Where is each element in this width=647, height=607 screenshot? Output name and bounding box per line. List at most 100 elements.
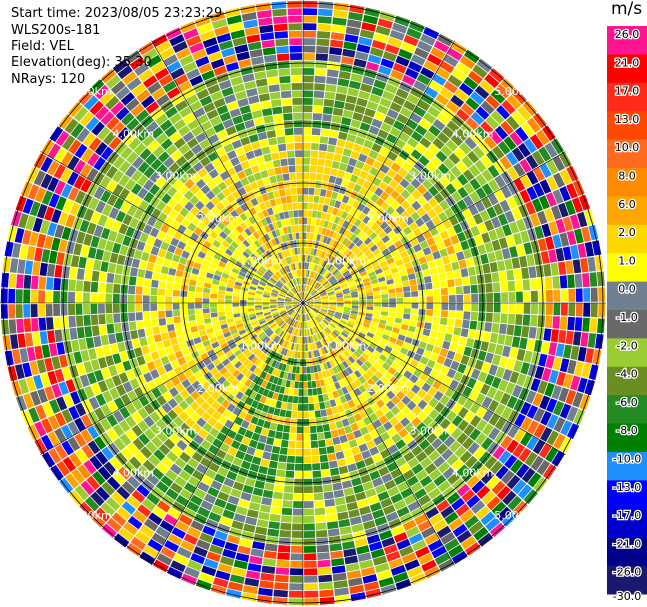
velocity-cell	[267, 406, 275, 415]
velocity-cell	[95, 346, 105, 358]
velocity-cell	[351, 294, 359, 298]
velocity-cell	[411, 463, 424, 475]
velocity-cell	[176, 47, 191, 60]
velocity-cell	[157, 212, 168, 223]
velocity-cell	[294, 336, 298, 344]
velocity-cell	[303, 463, 312, 471]
velocity-cell	[332, 107, 344, 117]
velocity-cell	[100, 146, 114, 161]
velocity-cell	[437, 132, 450, 144]
velocity-cell	[241, 314, 249, 320]
velocity-cell	[473, 526, 489, 541]
velocity-cell	[67, 436, 81, 452]
velocity-cell	[245, 350, 253, 359]
velocity-cell	[216, 72, 230, 83]
velocity-cell	[244, 26, 260, 36]
velocity-cell	[528, 266, 537, 279]
velocity-cell	[301, 307, 303, 314]
velocity-cell	[271, 311, 279, 315]
velocity-cell	[248, 291, 256, 296]
velocity-cell	[346, 222, 354, 231]
velocity-cell	[335, 364, 342, 373]
velocity-cell	[282, 203, 288, 212]
velocity-cell	[36, 203, 48, 219]
velocity-cell	[469, 320, 478, 330]
velocity-cell	[93, 336, 102, 348]
velocity-cell	[33, 374, 44, 390]
velocity-cell	[113, 437, 126, 451]
velocity-cell	[287, 372, 292, 380]
velocity-cell	[381, 235, 390, 244]
velocity-cell	[265, 329, 273, 336]
velocity-cell	[150, 158, 163, 171]
velocity-cell	[495, 226, 505, 239]
velocity-cell	[268, 341, 275, 348]
velocity-cell	[311, 290, 318, 296]
velocity-cell	[489, 130, 503, 145]
velocity-cell	[480, 511, 496, 526]
velocity-cell	[457, 407, 469, 419]
velocity-cell	[411, 54, 426, 66]
velocity-cell	[316, 341, 321, 349]
velocity-cell	[304, 329, 307, 337]
velocity-cell	[446, 453, 459, 466]
velocity-cell	[316, 166, 324, 174]
velocity-cell	[351, 477, 362, 487]
velocity-cell	[192, 49, 207, 61]
velocity-cell	[371, 86, 384, 97]
velocity-cell	[245, 150, 255, 160]
velocity-cell	[445, 271, 454, 280]
velocity-cell	[332, 207, 339, 216]
velocity-cell	[415, 271, 424, 279]
velocity-cell	[523, 242, 533, 255]
velocity-cell	[234, 44, 249, 54]
velocity-cell	[372, 477, 384, 488]
velocity-cell	[543, 328, 552, 342]
velocity-cell	[190, 494, 203, 506]
velocity-cell	[167, 507, 182, 520]
velocity-cell	[523, 216, 534, 230]
velocity-cell	[434, 402, 445, 413]
velocity-cell	[334, 286, 341, 291]
velocity-cell	[384, 438, 395, 448]
velocity-cell	[271, 446, 281, 454]
velocity-cell	[403, 226, 412, 236]
velocity-cell	[245, 397, 254, 406]
velocity-cell	[530, 378, 541, 392]
velocity-cell	[261, 108, 273, 117]
velocity-cell	[275, 271, 282, 278]
velocity-cell	[226, 393, 235, 403]
velocity-cell	[307, 313, 311, 320]
velocity-cell	[125, 192, 137, 204]
velocity-cell	[283, 113, 293, 121]
velocity-cell	[450, 165, 462, 178]
velocity-cell	[205, 201, 215, 211]
velocity-cell	[266, 437, 275, 446]
velocity-cell	[214, 530, 228, 541]
velocity-cell	[193, 226, 203, 236]
velocity-cell	[248, 439, 258, 449]
velocity-cell	[201, 391, 211, 401]
velocity-cell	[281, 313, 288, 319]
velocity-cell	[100, 404, 112, 417]
velocity-cell	[142, 459, 156, 473]
velocity-cell	[361, 22, 377, 32]
velocity-cell	[151, 387, 162, 399]
velocity-cell	[312, 470, 322, 478]
velocity-cell	[290, 289, 296, 295]
velocity-cell	[206, 235, 215, 244]
velocity-cell	[256, 369, 264, 377]
velocity-cell	[303, 292, 306, 300]
velocity-cell	[321, 301, 329, 303]
velocity-cell	[489, 261, 498, 273]
velocity-cell	[427, 336, 437, 345]
velocity-cell	[230, 488, 242, 498]
velocity-cell	[343, 307, 351, 311]
velocity-cell	[280, 277, 287, 284]
velocity-cell	[344, 425, 353, 434]
velocity-cell	[362, 225, 370, 234]
velocity-cell	[339, 124, 350, 133]
velocity-cell	[303, 321, 305, 329]
velocity-cell	[120, 146, 133, 160]
velocity-cell	[393, 277, 402, 284]
